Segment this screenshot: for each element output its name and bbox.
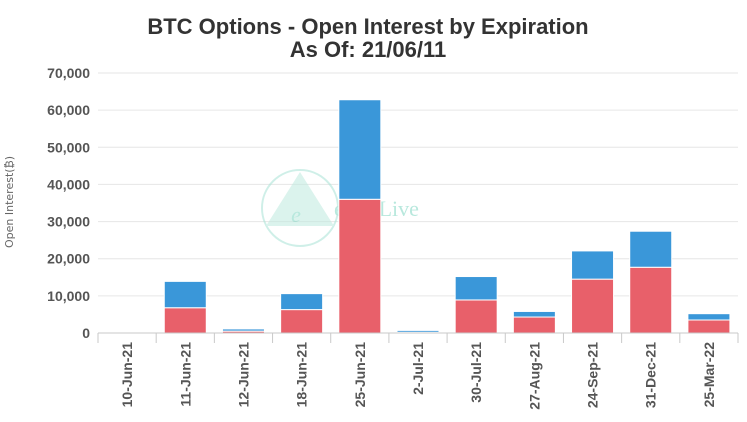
bar-segment-lower: [512, 316, 556, 334]
bar-segment-upper: [338, 99, 382, 200]
x-tick-label: 27-Aug-21: [526, 342, 542, 410]
bar-segment-upper: [396, 329, 440, 333]
bar-segment-lower: [280, 309, 324, 334]
bar-segment-lower: [629, 266, 673, 334]
bar-segment-lower: [454, 299, 498, 334]
x-tick-label: 10-Jun-21: [119, 342, 135, 408]
y-tick-label: 40,000: [47, 176, 90, 192]
y-ticks: 0 10,000 20,000 30,000 40,000 50,000 60,000 70,…: [47, 65, 90, 341]
x-tick-label: 30-Jul-21: [468, 342, 484, 403]
gridlines: [98, 72, 738, 297]
bar-segment-lower: [338, 198, 382, 334]
x-tick-label: 25-Mar-22: [701, 342, 717, 408]
watermark-letter: e: [291, 202, 301, 227]
x-tick-label: 24-Sep-21: [585, 342, 601, 408]
x-tick-label: 25-Jun-21: [352, 342, 368, 408]
x-tick-label: 11-Jun-21: [177, 342, 193, 407]
bar-segment-lower: [571, 278, 615, 334]
axes: [97, 332, 739, 343]
bar-segment-upper: [163, 280, 207, 309]
watermark-circle: [261, 169, 339, 247]
x-tick-label: 31-Dec-21: [643, 342, 659, 408]
y-tick-label: 70,000: [47, 65, 90, 81]
y-axis-label: Open Interest(₿): [3, 156, 16, 248]
bar-segment-upper: [454, 276, 498, 301]
x-tick-label: 18-Jun-21: [294, 342, 310, 408]
y-tick-label: 30,000: [47, 214, 90, 230]
y-tick-label: 50,000: [47, 139, 90, 155]
bar-segment-upper: [571, 250, 615, 280]
bar-segment-lower: [687, 319, 731, 334]
bar-segment-lower: [163, 307, 207, 334]
y-tick-label: 0: [82, 325, 90, 341]
y-tick-label: 20,000: [47, 251, 90, 267]
bars: [163, 99, 731, 334]
y-tick-label: 10,000: [47, 288, 90, 304]
bar-segment-upper: [512, 310, 556, 318]
watermark-triangle-icon: [266, 172, 334, 226]
bar-segment-upper: [687, 313, 731, 321]
x-ticks: 10-Jun-21 11-Jun-21 12-Jun-21 18-Jun-21 25-J…: [119, 342, 717, 410]
y-tick-label: 60,000: [47, 102, 90, 118]
bar-segment-upper: [629, 230, 673, 268]
x-tick-label: 12-Jun-21: [235, 342, 251, 408]
x-tick-label: 2-Jul-21: [410, 342, 426, 395]
chart-subtitle: As Of: 21/06/11: [290, 37, 447, 62]
bar-segment-upper: [221, 328, 265, 332]
bar-segment-upper: [280, 293, 324, 311]
chart-title: BTC Options - Open Interest by Expiratio…: [147, 14, 588, 39]
